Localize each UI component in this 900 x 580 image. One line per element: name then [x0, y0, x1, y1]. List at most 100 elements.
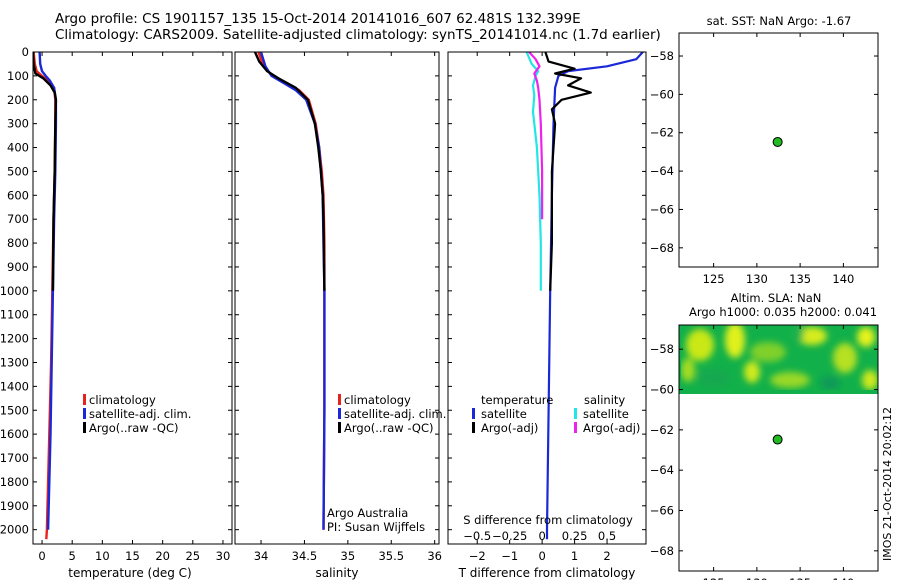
sst-map-title: sat. SST: NaN Argo: -1.67: [707, 14, 852, 28]
y-tick-label: 1500: [0, 403, 29, 417]
legend-label-climatology: climatology: [89, 393, 156, 407]
legend-label-climatology: climatology: [344, 393, 411, 407]
y-tick-label: 400: [7, 141, 29, 155]
x-tick-label: 34: [254, 549, 269, 563]
legend-label-temp-argo: Argo(-adj): [481, 421, 538, 435]
map-y-tick-label: −68: [650, 241, 674, 255]
y-tick-label: 1600: [0, 427, 29, 441]
x-tick-label: 0: [38, 549, 45, 563]
y-tick-label: 0: [22, 45, 29, 59]
legend-swatch-satellite: [83, 408, 86, 419]
argo-float-location-dot: [772, 434, 783, 445]
y-tick-label: 1000: [0, 284, 29, 298]
map-y-tick-label: −62: [650, 126, 674, 140]
legend-swatch-temp-satellite: [472, 408, 475, 419]
x-tick-label: 36: [427, 549, 442, 563]
map-x-tick-label: 140: [832, 576, 854, 580]
legend-swatch-satellite: [338, 408, 341, 419]
y-tick-label: 700: [7, 212, 29, 226]
sst-map-frame: [678, 32, 879, 268]
series-line-3: [253, 52, 326, 291]
s-difference-label: S difference from climatology: [463, 513, 633, 527]
sla-map-panel: Altim. SLA: NaN Argo h1000: 0.035 h2000:…: [650, 291, 879, 580]
map-x-tick-label: 130: [746, 272, 768, 286]
map-x-tick-label: 130: [746, 576, 768, 580]
map-y-tick-label: −62: [650, 423, 674, 437]
map-x-tick-label: 135: [789, 272, 811, 286]
credit-line-2: PI: Susan Wijffels: [327, 520, 425, 534]
figure-title-line1: Argo profile: CS 1901157_135 15-Oct-2014…: [55, 11, 581, 27]
map-x-tick-label: 140: [832, 272, 854, 286]
y-tick-label: 200: [7, 93, 29, 107]
t-difference-label: T difference from climatology: [458, 566, 636, 580]
sst-map-panel: sat. SST: NaN Argo: -1.67 125 130 135 140 −6…: [650, 14, 879, 286]
y-tick-label: 300: [7, 117, 29, 131]
legend-label-argo: Argo(..raw -QC): [89, 421, 179, 435]
temperature-x-label: temperature (deg C): [68, 566, 191, 580]
y-tick-label: 1400: [0, 379, 29, 393]
s-tick-label: −0.25: [492, 529, 527, 543]
s-tick-label: 0.5: [598, 529, 616, 543]
x-tick-label: 2: [603, 549, 610, 563]
x-tick-label: 25: [185, 549, 200, 563]
y-tick-label: 1900: [0, 499, 29, 513]
y-tick-label: 500: [7, 164, 29, 178]
x-tick-label: 15: [125, 549, 140, 563]
legend-swatch-argo: [83, 422, 86, 433]
map-y-tick-label: −60: [650, 87, 674, 101]
y-tick-label: 900: [7, 260, 29, 274]
map-y-tick-label: −66: [650, 202, 674, 216]
map-x-tick-label: 125: [703, 576, 725, 580]
salinity-x-label: salinity: [315, 566, 358, 580]
argo-float-location-dot: [772, 136, 783, 147]
y-tick-label: 2000: [0, 523, 29, 537]
legend-swatch-argo: [338, 422, 341, 433]
sla-map-title-line1: Altim. SLA: NaN: [731, 291, 822, 305]
salinity-legend: climatology satellite-adj. clim. Argo(..…: [338, 393, 446, 435]
x-tick-label: 5: [69, 549, 76, 563]
map-y-tick-label: −60: [650, 383, 674, 397]
sla-map-frame: [678, 324, 879, 572]
legend-swatch-temp-argo: [472, 422, 475, 433]
s-tick-label: 0.25: [562, 529, 588, 543]
map-y-tick-label: −64: [650, 164, 674, 178]
x-tick-label: 30: [216, 549, 231, 563]
legend-label-sal-satellite: satellite: [583, 407, 629, 421]
map-x-tick-label: 135: [789, 576, 811, 580]
x-tick-label: 1: [571, 549, 578, 563]
legend-label-satellite: satellite-adj. clim.: [344, 407, 446, 421]
x-tick-label: 10: [95, 549, 110, 563]
s-tick-label: 0: [538, 529, 545, 543]
temperature-axes-frame: [32, 51, 233, 545]
y-tick-label: 1200: [0, 332, 29, 346]
legend-label-sal-argo: Argo(-adj): [583, 421, 640, 435]
y-tick-label: 1300: [0, 355, 29, 369]
legend-title-salinity: salinity: [584, 393, 625, 407]
y-tick-label: 800: [7, 236, 29, 250]
map-x-tick-label: 125: [703, 272, 725, 286]
x-tick-label: −1: [501, 549, 518, 563]
difference-series-line-3: [525, 52, 542, 291]
x-tick-label: 35.5: [378, 549, 404, 563]
map-y-tick-label: −68: [650, 544, 674, 558]
sla-heatmap-field: [679, 325, 878, 394]
legend-swatch-sal-satellite: [574, 408, 577, 419]
legend-swatch-climatology: [83, 394, 86, 405]
map-y-tick-label: −64: [650, 463, 674, 477]
figure-title-line2: Climatology: CARS2009. Satellite-adjuste…: [55, 27, 661, 43]
map-y-tick-label: −58: [650, 342, 674, 356]
map-y-tick-label: −58: [650, 49, 674, 63]
legend-label-satellite: satellite-adj. clim.: [89, 407, 191, 421]
series-line-3: [33, 52, 58, 291]
temperature-panel: 0100200300400500600700800900100011001200…: [0, 45, 233, 580]
legend-label-argo: Argo(..raw -QC): [344, 421, 434, 435]
legend-label-temp-satellite: satellite: [481, 407, 527, 421]
x-tick-label: 35: [341, 549, 356, 563]
x-tick-label: −2: [469, 549, 486, 563]
y-tick-label: 1100: [0, 308, 29, 322]
y-tick-label: 100: [7, 69, 29, 83]
credit-line-1: Argo Australia: [327, 506, 408, 520]
imos-timestamp: IMOS 21-Oct-2014 20:02:12: [881, 407, 894, 561]
map-y-tick-label: −66: [650, 504, 674, 518]
